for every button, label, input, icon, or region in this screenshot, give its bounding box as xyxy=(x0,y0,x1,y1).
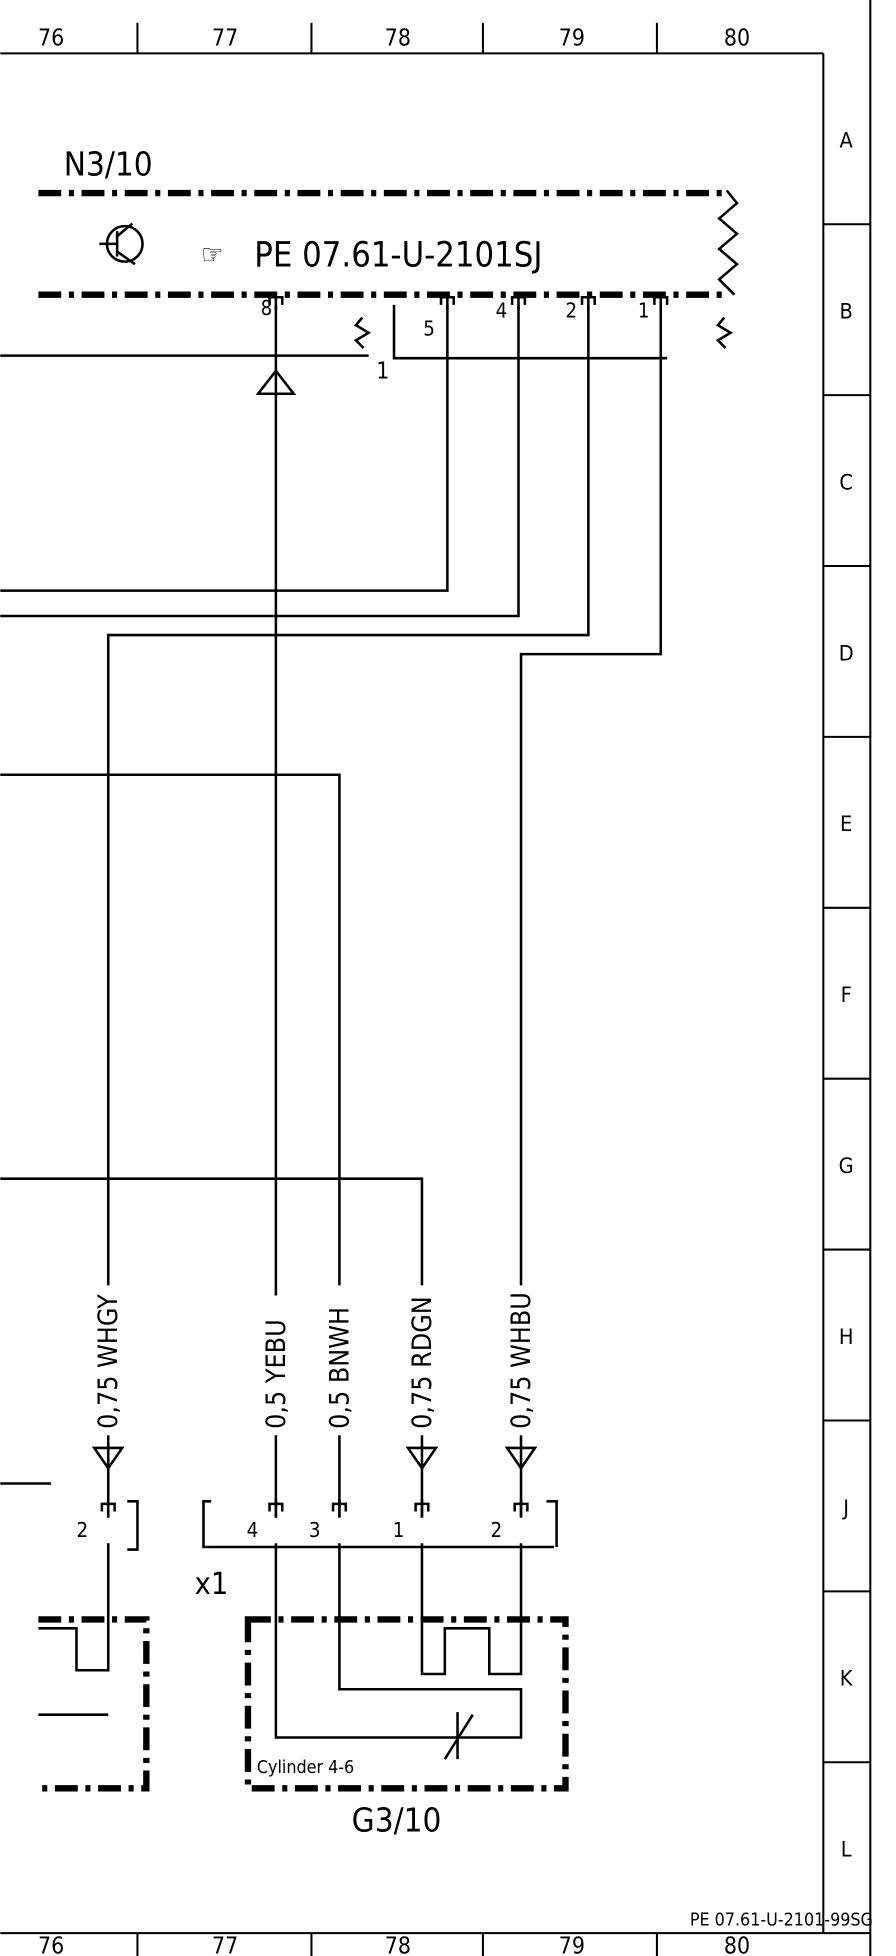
pin-label: 2 xyxy=(76,1518,88,1542)
wiring xyxy=(0,304,734,1792)
column-label: 80 xyxy=(724,1933,750,1956)
frame xyxy=(0,0,872,1956)
row-label: D xyxy=(839,641,854,666)
hand-icon: ☞ xyxy=(201,238,224,271)
pin-label: 1 xyxy=(638,299,650,323)
column-label: 78 xyxy=(385,1933,411,1956)
bridge-label: 1 xyxy=(376,358,389,384)
row-label: J xyxy=(842,1496,849,1521)
column-label: 76 xyxy=(38,26,64,52)
row-label: L xyxy=(841,1838,852,1863)
footer-reference: PE 07.61-U-2101-99SG xyxy=(690,1910,873,1931)
pin-label: 2 xyxy=(565,299,577,323)
column-label: 77 xyxy=(212,1933,238,1956)
component-label: G3/10 xyxy=(352,1801,442,1840)
row-label: K xyxy=(840,1667,854,1692)
pin-label: 3 xyxy=(309,1518,321,1542)
row-label: C xyxy=(839,470,853,495)
wire-label: 0,75 WHGY xyxy=(93,1294,124,1429)
component-n3: N3/10 ☞ PE 07.61-U-2101SJ xyxy=(38,144,739,298)
pin-label: 8 xyxy=(261,296,273,320)
row-label: H xyxy=(839,1325,854,1350)
pin-label: 4 xyxy=(247,1518,259,1542)
row-label: E xyxy=(840,812,852,837)
column-label: 80 xyxy=(724,26,750,52)
row-label: A xyxy=(840,129,854,154)
connector-label: x1 xyxy=(195,1567,229,1602)
column-label: 79 xyxy=(559,26,585,52)
wire-label: 0,5 BNWH xyxy=(324,1307,355,1429)
component-reference: PE 07.61-U-2101SJ xyxy=(254,236,542,276)
pin-label: 1 xyxy=(393,1518,405,1542)
column-label: 77 xyxy=(212,26,238,52)
row-label: B xyxy=(840,300,853,325)
pin-label: 5 xyxy=(423,316,435,340)
row-label: F xyxy=(841,983,852,1008)
row-label: G xyxy=(839,1154,854,1179)
component-label: N3/10 xyxy=(64,144,153,183)
wire-label: 0,75 WHBU xyxy=(506,1292,537,1429)
column-label: 76 xyxy=(38,1933,64,1956)
wire-label: 0,5 YEBU xyxy=(261,1319,292,1429)
pin-label: 4 xyxy=(496,299,508,323)
pin-label: 2 xyxy=(491,1518,503,1542)
component-note: Cylinder 4-6 xyxy=(257,1757,354,1778)
wire-label: 0,75 RDGN xyxy=(407,1296,438,1429)
column-label: 79 xyxy=(559,1933,585,1956)
column-label: 78 xyxy=(385,26,411,52)
